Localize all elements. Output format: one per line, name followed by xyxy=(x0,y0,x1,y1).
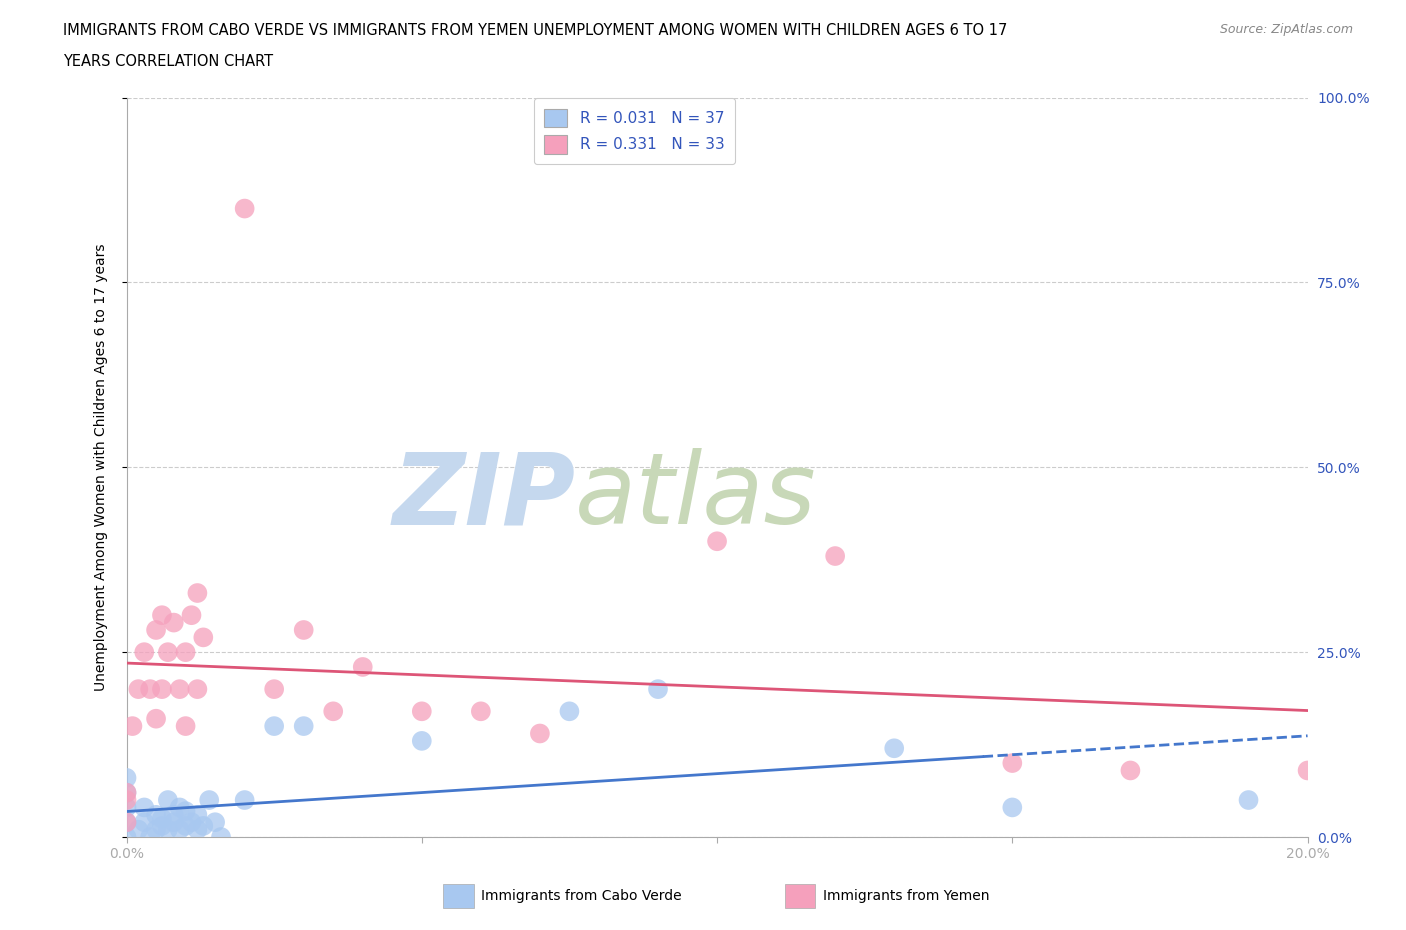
Point xyxy=(156,792,179,807)
Point xyxy=(145,807,167,822)
Point xyxy=(156,822,179,837)
Point xyxy=(169,682,191,697)
Point xyxy=(1237,792,1260,807)
Point xyxy=(263,719,285,734)
Point xyxy=(169,800,191,815)
Text: Source: ZipAtlas.com: Source: ZipAtlas.com xyxy=(1219,23,1353,36)
Point xyxy=(411,734,433,749)
Point xyxy=(233,792,256,807)
Point xyxy=(1119,763,1142,777)
Point xyxy=(193,630,215,644)
Point xyxy=(139,682,162,697)
Point xyxy=(1001,755,1024,770)
Point xyxy=(322,704,344,719)
Point xyxy=(209,830,232,844)
Point xyxy=(186,682,208,697)
Point xyxy=(292,719,315,734)
Point xyxy=(150,608,173,623)
Point xyxy=(134,815,156,830)
Point xyxy=(647,682,669,697)
Point xyxy=(115,785,138,800)
Point xyxy=(1296,763,1319,777)
Legend: R = 0.031   N = 37, R = 0.331   N = 33: R = 0.031 N = 37, R = 0.331 N = 33 xyxy=(534,98,735,165)
Point xyxy=(186,822,208,837)
Point xyxy=(115,785,138,800)
Point xyxy=(824,549,846,564)
Point xyxy=(115,792,138,807)
Point xyxy=(163,815,186,830)
Point xyxy=(115,830,138,844)
Point xyxy=(145,711,167,726)
Point xyxy=(193,818,215,833)
Point xyxy=(263,682,285,697)
Point xyxy=(352,659,374,674)
Point xyxy=(134,800,156,815)
Point xyxy=(706,534,728,549)
Y-axis label: Unemployment Among Women with Children Ages 6 to 17 years: Unemployment Among Women with Children A… xyxy=(94,244,108,691)
Point xyxy=(470,704,492,719)
Point xyxy=(529,726,551,741)
Point xyxy=(115,770,138,785)
Point xyxy=(134,644,156,659)
Point xyxy=(163,807,186,822)
Point xyxy=(139,830,162,844)
Point xyxy=(145,822,167,837)
Point xyxy=(186,807,208,822)
Point xyxy=(115,815,138,830)
Point xyxy=(127,822,149,837)
Point xyxy=(198,792,221,807)
Text: ZIP: ZIP xyxy=(392,448,575,545)
Point xyxy=(1001,800,1024,815)
Point xyxy=(156,644,179,659)
Point xyxy=(121,719,143,734)
Point xyxy=(233,201,256,216)
Text: atlas: atlas xyxy=(575,448,817,545)
Text: Immigrants from Cabo Verde: Immigrants from Cabo Verde xyxy=(481,888,682,903)
Point xyxy=(150,818,173,833)
Point xyxy=(115,815,138,830)
Point xyxy=(883,741,905,756)
Point xyxy=(204,815,226,830)
Point xyxy=(150,811,173,826)
Point xyxy=(115,800,138,815)
Point xyxy=(150,682,173,697)
Point xyxy=(174,719,197,734)
Point xyxy=(174,644,197,659)
Point xyxy=(127,682,149,697)
Point xyxy=(558,704,581,719)
Point xyxy=(145,622,167,637)
Point xyxy=(186,586,208,601)
Point xyxy=(174,818,197,833)
Point xyxy=(169,822,191,837)
Point xyxy=(411,704,433,719)
Text: Immigrants from Yemen: Immigrants from Yemen xyxy=(823,888,988,903)
Point xyxy=(163,615,186,630)
Text: IMMIGRANTS FROM CABO VERDE VS IMMIGRANTS FROM YEMEN UNEMPLOYMENT AMONG WOMEN WIT: IMMIGRANTS FROM CABO VERDE VS IMMIGRANTS… xyxy=(63,23,1008,38)
Text: YEARS CORRELATION CHART: YEARS CORRELATION CHART xyxy=(63,54,273,69)
Point xyxy=(174,804,197,818)
Point xyxy=(292,622,315,637)
Point xyxy=(180,608,202,623)
Point xyxy=(180,815,202,830)
